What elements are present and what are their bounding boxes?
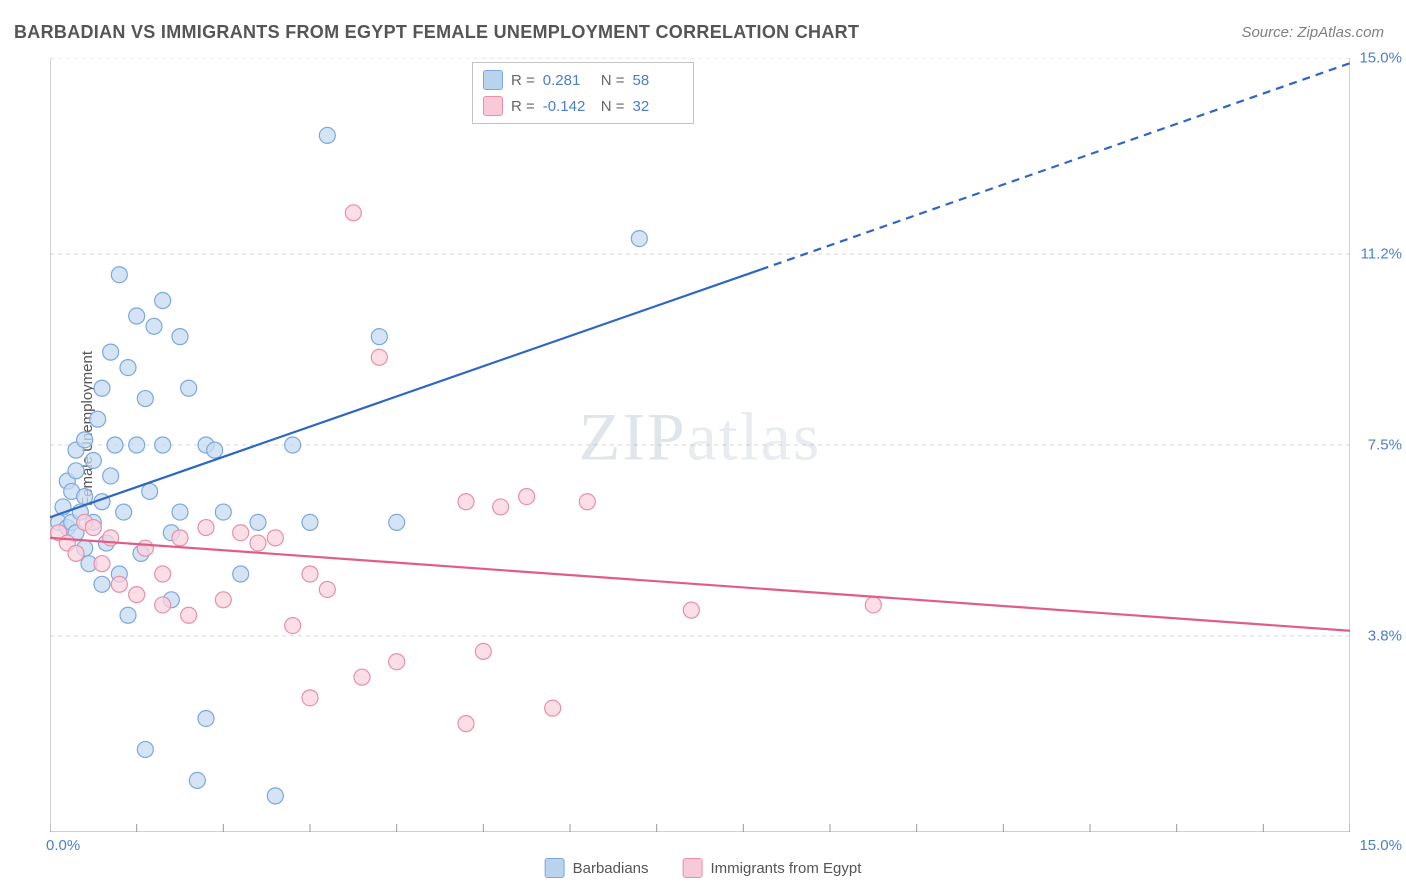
legend-item-egypt: Immigrants from Egypt — [683, 858, 862, 878]
n-value-barbadians: 58 — [633, 72, 683, 89]
stats-row-barbadians: R = 0.281 N = 58 — [483, 67, 683, 93]
scatter-chart — [50, 58, 1350, 832]
swatch-barbadians — [483, 70, 503, 90]
n-value-egypt: 32 — [633, 98, 683, 115]
r-label: R = — [511, 98, 535, 115]
r-label: R = — [511, 72, 535, 89]
x-axis-max-label: 15.0% — [1359, 837, 1402, 854]
chart-title: BARBADIAN VS IMMIGRANTS FROM EGYPT FEMAL… — [14, 22, 859, 43]
r-value-egypt: -0.142 — [543, 98, 593, 115]
r-value-barbadians: 0.281 — [543, 72, 593, 89]
legend-item-barbadians: Barbadians — [545, 858, 649, 878]
swatch-egypt — [483, 96, 503, 116]
y-tick-label: 3.8% — [1356, 627, 1402, 644]
swatch-egypt — [683, 858, 703, 878]
n-label: N = — [601, 72, 625, 89]
stats-legend: R = 0.281 N = 58 R = -0.142 N = 32 — [472, 62, 694, 124]
n-label: N = — [601, 98, 625, 115]
source-credit: Source: ZipAtlas.com — [1241, 24, 1384, 41]
stats-row-egypt: R = -0.142 N = 32 — [483, 93, 683, 119]
bottom-legend: Barbadians Immigrants from Egypt — [545, 858, 862, 878]
legend-label-barbadians: Barbadians — [573, 860, 649, 877]
x-axis-min-label: 0.0% — [46, 837, 80, 854]
y-tick-label: 11.2% — [1356, 246, 1402, 263]
y-tick-label: 7.5% — [1356, 437, 1402, 454]
swatch-barbadians — [545, 858, 565, 878]
plot-area: ZIPatlas 3.8%7.5%11.2%15.0% 0.0% 15.0% — [50, 58, 1350, 832]
legend-label-egypt: Immigrants from Egypt — [711, 860, 862, 877]
y-tick-label: 15.0% — [1356, 50, 1402, 67]
